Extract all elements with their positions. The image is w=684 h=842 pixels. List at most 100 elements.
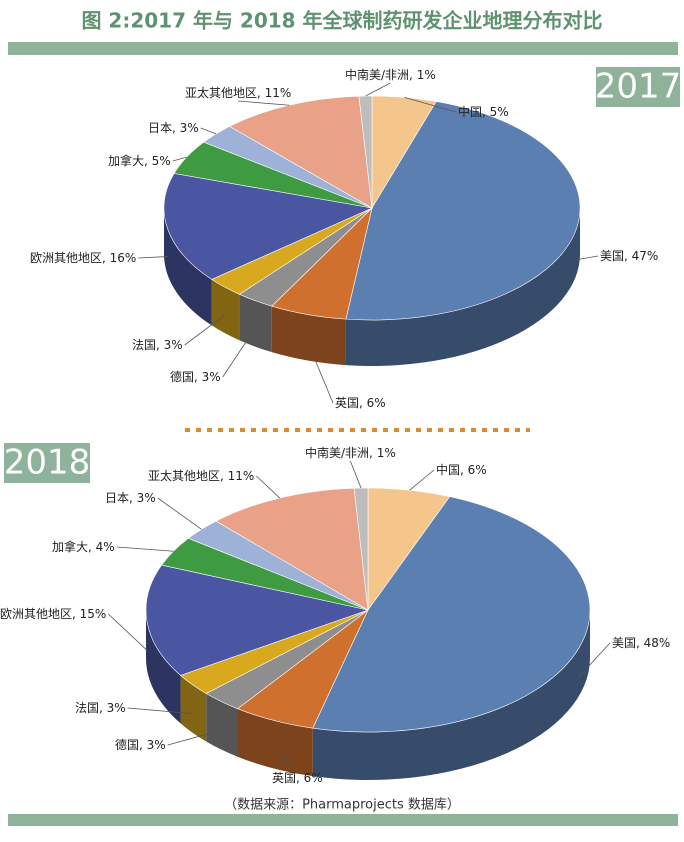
leader-line — [200, 127, 217, 135]
label-separator: , — [194, 370, 202, 384]
leader-line — [222, 328, 256, 378]
leader-line — [157, 497, 202, 530]
label-separator: , — [409, 68, 417, 82]
label-separator: , — [296, 771, 304, 785]
label-separator: , — [482, 105, 490, 119]
pie-slice — [145, 564, 370, 676]
label-separator: , — [220, 469, 228, 483]
label-category: 亚太其他地区 — [185, 85, 257, 100]
label-category: 德国 — [170, 369, 194, 384]
label-value: 16% — [110, 251, 137, 265]
leader-line — [116, 546, 174, 552]
header-bar — [8, 42, 678, 55]
data-label: 加拿大, 5% — [108, 153, 171, 168]
leader-line — [172, 156, 187, 162]
label-category: 日本 — [148, 121, 172, 135]
leader-line — [409, 469, 435, 491]
year-box — [4, 443, 90, 483]
data-label: 欧洲其他地区, 15% — [0, 607, 106, 621]
footer-bar — [8, 814, 678, 826]
pie-slice — [345, 101, 581, 321]
label-value: 11% — [228, 469, 255, 483]
label-category: 中国 — [436, 462, 460, 477]
label-value: 3% — [202, 370, 221, 384]
data-label: 亚太其他地区, 11% — [185, 85, 291, 100]
pie-sides — [164, 208, 580, 367]
label-category: 欧洲其他地区 — [30, 251, 102, 265]
pie-tops — [163, 95, 581, 321]
label-category: 加拿大 — [52, 539, 88, 554]
leader-line — [138, 256, 168, 259]
data-label: 亚太其他地区, 11% — [148, 468, 254, 483]
label-category: 亚太其他地区 — [148, 468, 220, 483]
label-separator: , — [72, 607, 80, 621]
leader-line — [273, 748, 298, 771]
pie-side — [345, 208, 580, 367]
pie-side — [237, 708, 313, 777]
label-separator: , — [359, 396, 367, 410]
pie-side — [164, 208, 212, 326]
leader-line — [365, 82, 391, 97]
leader-line — [127, 707, 193, 714]
pie-side — [180, 675, 207, 742]
data-label: 日本, 3% — [148, 121, 199, 135]
data-label: 中国, 5% — [458, 104, 509, 119]
data-label: 法国, 3% — [75, 701, 126, 715]
pie-tops — [145, 487, 591, 733]
label-value: 11% — [265, 86, 292, 100]
pie-slice — [215, 487, 369, 611]
pie-side — [206, 693, 238, 757]
source: （数据来源：Pharmaprojects 数据库） — [224, 797, 460, 813]
label-separator: , — [102, 251, 110, 265]
label-category: 美国 — [600, 249, 624, 263]
label-separator: , — [156, 338, 164, 352]
data-label: 美国, 48% — [612, 636, 670, 650]
data-label: 中南美/非洲, 1% — [345, 67, 436, 82]
label-separator: , — [172, 121, 180, 135]
pie-sides — [146, 610, 590, 781]
label-value: 3% — [137, 491, 156, 505]
label-category: 中南美/非洲 — [305, 445, 369, 460]
page-title: 图 2:2017 年与 2018 年全球制药研发企业地理分布对比 — [81, 9, 602, 33]
label-separator: , — [99, 701, 107, 715]
label-separator: , — [460, 463, 468, 477]
pie — [145, 487, 591, 781]
label-separator: , — [636, 636, 644, 650]
leader-line — [574, 255, 599, 261]
label-value: 5% — [152, 154, 171, 168]
label-category: 中南美/非洲 — [345, 67, 409, 82]
label-category: 法国 — [75, 701, 99, 715]
label-value: 6% — [468, 463, 487, 477]
label-value: 4% — [96, 540, 115, 554]
label-value: 3% — [107, 701, 126, 715]
label-value: 48% — [644, 636, 671, 650]
leader-line — [404, 96, 457, 113]
label-category: 中国 — [458, 104, 482, 119]
label-category: 英国 — [272, 771, 296, 785]
label-value: 1% — [377, 446, 396, 460]
year-box — [596, 67, 680, 107]
leader-line — [184, 314, 226, 346]
leader-line — [238, 100, 290, 106]
year-label: 2018 — [4, 443, 91, 483]
data-label: 美国, 47% — [600, 249, 658, 263]
pie-side — [271, 306, 346, 366]
data-label: 欧洲其他地区, 16% — [30, 251, 136, 265]
label-value: 47% — [632, 249, 659, 263]
leader-line — [349, 460, 362, 489]
data-label: 德国, 3% — [170, 369, 221, 384]
label-category: 日本 — [105, 491, 129, 505]
pie — [163, 95, 581, 367]
label-value: 3% — [147, 738, 166, 752]
pie-side — [312, 610, 590, 781]
label-separator: , — [129, 491, 137, 505]
label-separator: , — [144, 154, 152, 168]
label-separator: , — [624, 249, 632, 263]
label-value: 5% — [490, 105, 509, 119]
label-category: 美国 — [612, 636, 636, 650]
pie-side — [239, 294, 272, 353]
label-category: 加拿大 — [108, 153, 144, 168]
pie-slice — [163, 173, 374, 280]
label-separator: , — [257, 86, 265, 100]
